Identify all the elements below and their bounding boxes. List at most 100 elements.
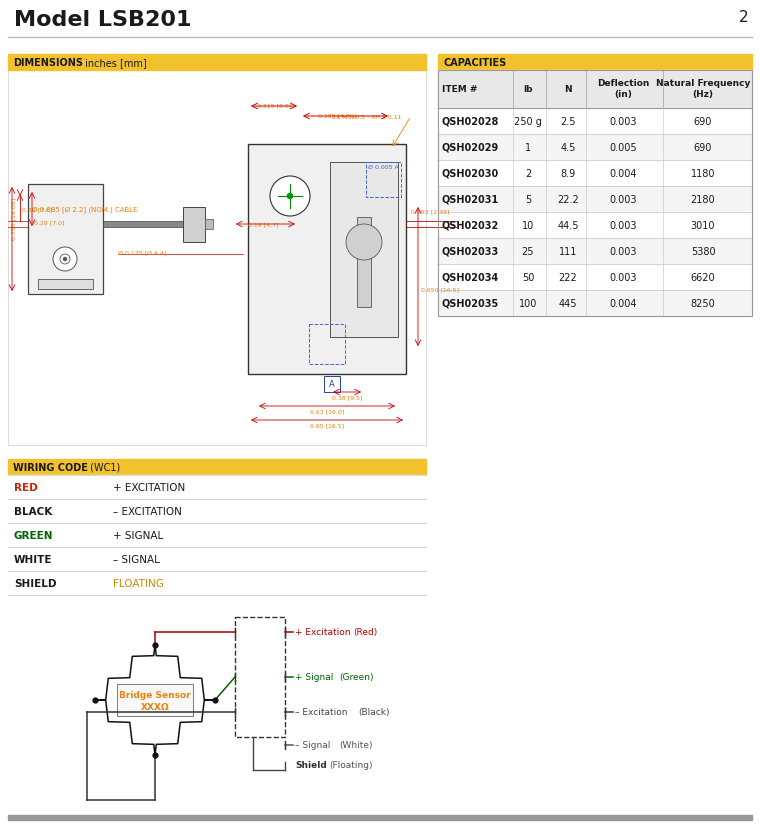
Bar bbox=[205, 220, 213, 230]
Bar bbox=[438, 213, 752, 239]
Bar bbox=[330, 163, 398, 337]
Text: QSH02031: QSH02031 bbox=[442, 195, 499, 205]
Text: Shield: Shield bbox=[295, 761, 327, 770]
Text: (WC1): (WC1) bbox=[87, 462, 120, 472]
Text: 8.9: 8.9 bbox=[560, 169, 575, 179]
Text: 4.5: 4.5 bbox=[560, 143, 575, 153]
Text: FLOATING: FLOATING bbox=[113, 578, 164, 588]
Text: 1: 1 bbox=[525, 143, 531, 153]
Text: QSH02029: QSH02029 bbox=[442, 143, 499, 153]
Text: 2180: 2180 bbox=[691, 195, 715, 205]
Circle shape bbox=[270, 177, 310, 217]
Text: 8250: 8250 bbox=[691, 299, 715, 308]
Text: 0.003: 0.003 bbox=[610, 246, 637, 256]
Text: QSH02035: QSH02035 bbox=[442, 299, 499, 308]
Text: RED: RED bbox=[14, 482, 38, 492]
Bar bbox=[28, 184, 103, 294]
Text: QSH02034: QSH02034 bbox=[442, 273, 499, 283]
Bar bbox=[8, 55, 426, 71]
Text: Ø 0.005 A: Ø 0.005 A bbox=[368, 165, 399, 170]
Text: inches [mm]: inches [mm] bbox=[82, 58, 147, 68]
Text: + Excitation: + Excitation bbox=[295, 628, 350, 637]
Text: CAPACITIES: CAPACITIES bbox=[443, 58, 506, 68]
Text: WIRING CODE: WIRING CODE bbox=[13, 462, 88, 472]
Text: QSH02033: QSH02033 bbox=[442, 246, 499, 256]
Text: 2X M3x0.5 - 6H 1 0.11: 2X M3x0.5 - 6H 1 0.11 bbox=[331, 115, 401, 120]
Bar bbox=[438, 71, 752, 109]
Text: 0.30 [7.6]: 0.30 [7.6] bbox=[22, 207, 52, 212]
Text: – EXCITATION: – EXCITATION bbox=[113, 506, 182, 516]
Bar bbox=[8, 500, 426, 523]
Text: – Signal: – Signal bbox=[295, 741, 331, 749]
Text: 0.63 [16.0]: 0.63 [16.0] bbox=[310, 409, 344, 414]
Text: 0.003: 0.003 bbox=[610, 117, 637, 127]
Bar bbox=[117, 684, 193, 716]
Bar bbox=[357, 218, 371, 308]
Bar bbox=[183, 208, 205, 242]
Bar bbox=[438, 290, 752, 317]
Text: (Hz): (Hz) bbox=[692, 90, 714, 99]
Text: (Red): (Red) bbox=[353, 628, 377, 637]
Text: + EXCITATION: + EXCITATION bbox=[113, 482, 185, 492]
Text: 0.185 [4.70]: 0.185 [4.70] bbox=[318, 112, 356, 118]
Text: – Excitation: – Excitation bbox=[295, 708, 347, 717]
Text: SHIELD: SHIELD bbox=[14, 578, 56, 588]
Bar bbox=[438, 239, 752, 265]
Bar bbox=[8, 523, 426, 547]
Text: 2.5: 2.5 bbox=[560, 117, 576, 127]
Text: 250 g: 250 g bbox=[514, 117, 542, 127]
Text: 0.750 [19.05]: 0.750 [19.05] bbox=[11, 198, 17, 240]
Text: 1180: 1180 bbox=[691, 169, 715, 179]
Text: 5380: 5380 bbox=[691, 246, 715, 256]
Text: 0.003: 0.003 bbox=[610, 221, 637, 231]
Text: 445: 445 bbox=[559, 299, 578, 308]
Text: 0.315 [8.0]: 0.315 [8.0] bbox=[257, 103, 291, 108]
Text: 0.38 [9.5]: 0.38 [9.5] bbox=[332, 394, 363, 399]
Bar bbox=[248, 145, 406, 375]
Text: 6620: 6620 bbox=[691, 273, 715, 283]
Text: 0.003: 0.003 bbox=[610, 195, 637, 205]
Text: 25: 25 bbox=[522, 246, 534, 256]
Text: GREEN: GREEN bbox=[14, 530, 53, 540]
Text: (Black): (Black) bbox=[358, 708, 389, 717]
Text: (in): (in) bbox=[614, 90, 632, 99]
Text: XXXΩ: XXXΩ bbox=[141, 702, 169, 711]
Text: Model LSB201: Model LSB201 bbox=[14, 10, 192, 30]
Circle shape bbox=[53, 248, 77, 272]
Text: 222: 222 bbox=[559, 273, 578, 283]
Text: Ø 0.085 [Ø 2.2] (NOM.) CABLE: Ø 0.085 [Ø 2.2] (NOM.) CABLE bbox=[32, 206, 138, 213]
Text: QSH02030: QSH02030 bbox=[442, 169, 499, 179]
Text: Bridge Sensor: Bridge Sensor bbox=[119, 691, 191, 699]
Text: WHITE: WHITE bbox=[14, 554, 52, 564]
Text: BLACK: BLACK bbox=[14, 506, 52, 516]
Text: DIMENSIONS: DIMENSIONS bbox=[13, 58, 83, 68]
Text: 3010: 3010 bbox=[691, 221, 715, 231]
Bar bbox=[438, 187, 752, 213]
Text: 0.004: 0.004 bbox=[610, 169, 637, 179]
Text: 690: 690 bbox=[694, 117, 712, 127]
Text: + Signal: + Signal bbox=[295, 672, 334, 681]
Circle shape bbox=[346, 225, 382, 261]
Text: (White): (White) bbox=[339, 741, 372, 749]
Text: QSH02032: QSH02032 bbox=[442, 221, 499, 231]
Bar bbox=[8, 71, 426, 446]
Text: A: A bbox=[329, 380, 335, 389]
Bar bbox=[438, 109, 752, 135]
Text: 0.19 [4.7]: 0.19 [4.7] bbox=[248, 222, 278, 227]
Bar bbox=[438, 265, 752, 290]
Text: (Green): (Green) bbox=[339, 672, 373, 681]
Bar bbox=[8, 571, 426, 595]
Text: 50: 50 bbox=[522, 273, 534, 283]
Text: 0.65 [16.5]: 0.65 [16.5] bbox=[310, 423, 344, 428]
Bar bbox=[324, 376, 340, 393]
Circle shape bbox=[287, 194, 293, 200]
Text: 2: 2 bbox=[739, 10, 748, 25]
Bar bbox=[103, 222, 183, 227]
Text: (Floating): (Floating) bbox=[329, 761, 372, 770]
Text: 2: 2 bbox=[525, 169, 531, 179]
Text: N: N bbox=[564, 85, 572, 94]
Text: 10: 10 bbox=[522, 221, 534, 231]
Text: 0.004: 0.004 bbox=[610, 299, 637, 308]
Text: 0.650 [16.5]: 0.650 [16.5] bbox=[421, 287, 459, 292]
Text: QSH02028: QSH02028 bbox=[442, 117, 499, 127]
